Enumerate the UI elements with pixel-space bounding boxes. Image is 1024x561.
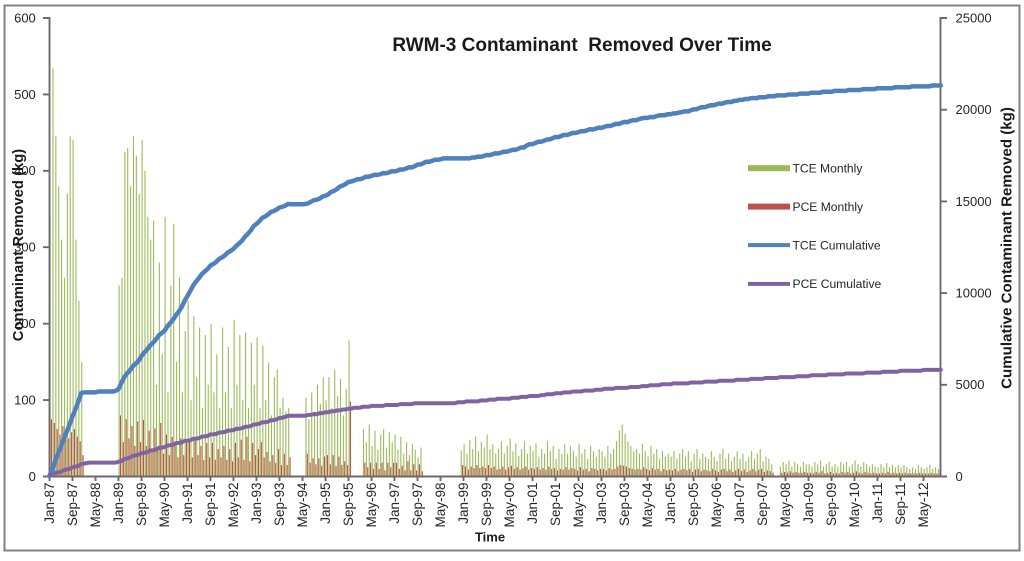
svg-text:100: 100 xyxy=(14,393,36,408)
svg-text:20000: 20000 xyxy=(956,102,992,117)
svg-text:Contaminant Removed (kg): Contaminant Removed (kg) xyxy=(11,149,27,341)
svg-text:May-94: May-94 xyxy=(295,482,310,528)
svg-text:May-96: May-96 xyxy=(364,483,379,528)
svg-text:600: 600 xyxy=(14,10,36,25)
svg-text:May-04: May-04 xyxy=(640,482,655,528)
svg-text:Jan-89: Jan-89 xyxy=(111,483,126,524)
svg-text:TCE Monthly: TCE Monthly xyxy=(793,162,864,176)
svg-text:25000: 25000 xyxy=(956,10,992,25)
svg-text:300: 300 xyxy=(14,240,36,255)
svg-text:PCE Cumulative: PCE Cumulative xyxy=(793,277,882,291)
svg-text:TCE Cumulative: TCE Cumulative xyxy=(793,238,881,252)
svg-text:Jan-93: Jan-93 xyxy=(249,483,264,524)
svg-text:Jan-97: Jan-97 xyxy=(387,483,402,524)
svg-text:Sep-89: Sep-89 xyxy=(134,483,149,527)
svg-text:May-12: May-12 xyxy=(916,483,931,528)
svg-text:0: 0 xyxy=(29,469,36,484)
svg-text:Sep-97: Sep-97 xyxy=(410,483,425,527)
svg-text:May-06: May-06 xyxy=(709,483,724,528)
svg-text:Jan-99: Jan-99 xyxy=(456,483,471,524)
svg-text:200: 200 xyxy=(14,316,36,331)
svg-text:15000: 15000 xyxy=(956,194,992,209)
svg-text:Jan-05: Jan-05 xyxy=(663,483,678,524)
svg-text:RWM-3 Contaminant Removed Ove: RWM-3 Contaminant Removed Over Time xyxy=(392,35,771,56)
svg-text:Sep-05: Sep-05 xyxy=(686,483,701,527)
svg-text:Jan-01: Jan-01 xyxy=(525,483,540,524)
svg-text:Jan-87: Jan-87 xyxy=(42,483,57,524)
svg-text:Sep-91: Sep-91 xyxy=(203,483,218,527)
svg-text:Jan-07: Jan-07 xyxy=(732,483,747,524)
svg-text:PCE Monthly: PCE Monthly xyxy=(793,200,865,214)
svg-text:Time: Time xyxy=(475,530,505,545)
svg-text:Jan-11: Jan-11 xyxy=(870,483,885,523)
svg-text:May-00: May-00 xyxy=(502,483,517,528)
svg-text:Sep-99: Sep-99 xyxy=(479,483,494,527)
svg-text:Jan-03: Jan-03 xyxy=(594,483,609,524)
svg-text:May-90: May-90 xyxy=(157,483,172,528)
svg-text:Jan-95: Jan-95 xyxy=(318,483,333,524)
svg-text:Sep-07: Sep-07 xyxy=(755,483,770,527)
svg-text:0: 0 xyxy=(956,469,963,484)
svg-text:Jan-09: Jan-09 xyxy=(801,483,816,524)
svg-text:Sep-95: Sep-95 xyxy=(341,483,356,527)
svg-text:Sep-11: Sep-11 xyxy=(893,483,908,526)
svg-text:10000: 10000 xyxy=(956,286,992,301)
svg-text:May-98: May-98 xyxy=(433,483,448,528)
svg-text:May-10: May-10 xyxy=(847,483,862,528)
svg-text:Cumulative Contaminant Removed: Cumulative Contaminant Removed (kg) xyxy=(999,107,1016,389)
svg-text:Jan-91: Jan-91 xyxy=(180,483,195,524)
svg-text:May-08: May-08 xyxy=(778,483,793,528)
svg-text:400: 400 xyxy=(14,163,36,178)
svg-text:Sep-03: Sep-03 xyxy=(617,483,632,527)
svg-text:Sep-01: Sep-01 xyxy=(548,483,563,527)
svg-text:Sep-87: Sep-87 xyxy=(65,483,80,527)
svg-text:500: 500 xyxy=(14,87,36,102)
svg-text:5000: 5000 xyxy=(956,377,985,392)
svg-text:May-02: May-02 xyxy=(571,483,586,528)
svg-text:Sep-09: Sep-09 xyxy=(824,483,839,527)
svg-text:May-88: May-88 xyxy=(88,483,103,528)
svg-text:Sep-93: Sep-93 xyxy=(272,483,287,527)
svg-text:May-92: May-92 xyxy=(226,483,241,528)
